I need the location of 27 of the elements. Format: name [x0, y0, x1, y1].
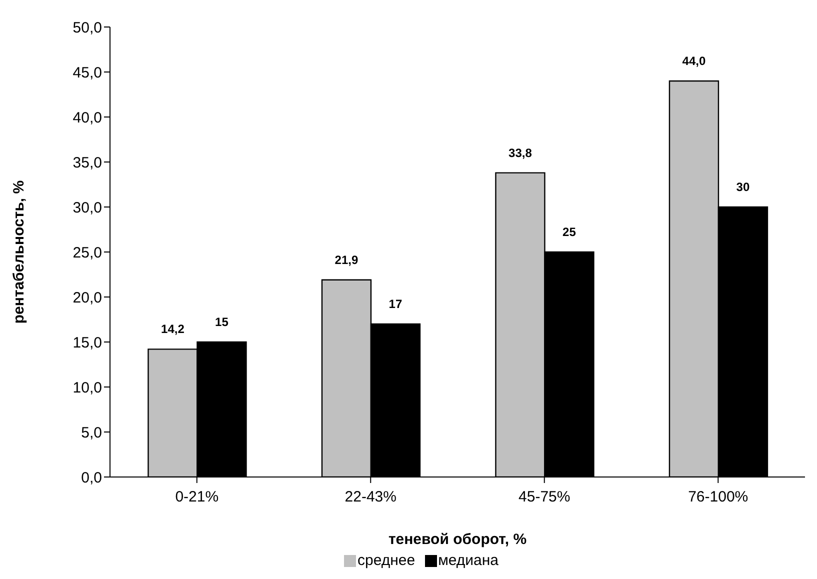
- y-tick-label: 25,0: [72, 244, 102, 262]
- y-tick-label: 10,0: [72, 379, 102, 396]
- y-tick-label: 15,0: [72, 334, 102, 352]
- y-tick-label: 40,0: [72, 109, 102, 126]
- x-tick-label: 76-100%: [688, 488, 748, 506]
- y-tick-label: 35,0: [72, 154, 102, 172]
- y-tick-label: 45,0: [72, 64, 102, 82]
- data-label: 30: [736, 180, 750, 194]
- data-label: 14,2: [161, 322, 185, 336]
- y-tick-label: 0,0: [81, 469, 102, 486]
- y-tick-label: 30,0: [72, 199, 102, 216]
- data-label: 44,0: [682, 54, 706, 68]
- x-axis-title: теневой оборот, %: [388, 531, 527, 548]
- y-tick-label: 5,0: [81, 424, 102, 442]
- legend-label: среднее: [357, 552, 416, 569]
- x-tick-label: 0-21%: [175, 488, 219, 506]
- y-axis-title: рентабельность, %: [10, 180, 28, 324]
- data-label: 17: [388, 297, 402, 311]
- data-label: 33,8: [508, 146, 532, 160]
- data-label: 25: [562, 225, 576, 239]
- data-label: 21,9: [334, 252, 358, 267]
- x-tick-label: 22-43%: [344, 488, 396, 506]
- legend-label: медиана: [438, 552, 498, 569]
- data-label: 15: [215, 315, 229, 329]
- x-tick-label: 45-75%: [518, 488, 570, 506]
- y-tick-label: 20,0: [72, 289, 102, 306]
- y-tick-label: 50,0: [72, 19, 102, 36]
